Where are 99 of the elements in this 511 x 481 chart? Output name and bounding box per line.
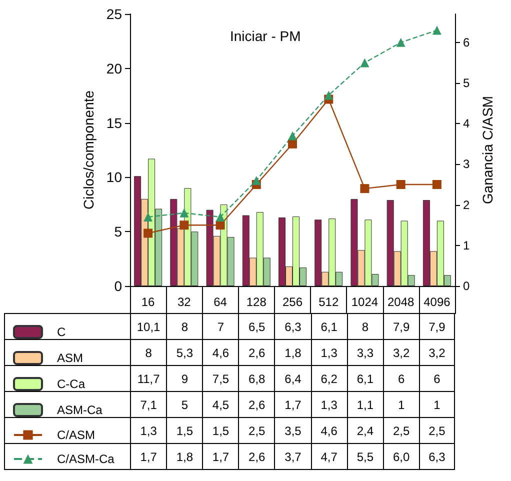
data-label: 6,5: [238, 314, 274, 340]
x-tick-label: 64: [214, 295, 228, 309]
data-label: 3,3: [346, 340, 383, 366]
y-axis-title: Ciclos/componente: [80, 90, 97, 210]
data-label: 1,1: [346, 392, 383, 418]
y-tick-label: 10: [106, 169, 122, 186]
legend-label: C/ASM-Ca: [57, 452, 115, 466]
legend-label: C-Ca: [57, 377, 86, 391]
data-label: 2,5: [238, 418, 274, 444]
data-label: 1,5: [202, 418, 238, 444]
data-label: 4,5: [202, 392, 238, 418]
x-tick-label: 128: [246, 295, 267, 309]
x-tick-label: 32: [177, 295, 192, 309]
data-label: 6: [418, 366, 455, 392]
point: [432, 26, 442, 35]
data-label: 6,4: [274, 366, 311, 392]
point: [144, 212, 153, 222]
data-label: 6,1: [310, 314, 347, 340]
data-label: 6,3: [274, 314, 311, 340]
y-tick-label: 15: [106, 114, 122, 131]
y2-tick-label: 5: [463, 76, 470, 90]
data-label: 6,2: [310, 366, 347, 392]
data-label: 6: [382, 366, 419, 392]
point: [252, 176, 261, 185]
data-label: 2,6: [238, 340, 274, 366]
data-label: 2,6: [238, 444, 274, 470]
point: [432, 180, 442, 190]
point: [396, 180, 406, 190]
data-label: 1,8: [166, 444, 202, 470]
legend-label: ASM-Ca: [57, 403, 103, 417]
point: [324, 90, 334, 100]
x-tick-label: 256: [282, 295, 303, 309]
data-label: 1,7: [130, 444, 166, 470]
data-label: 10,1: [130, 314, 166, 340]
data-label: 11,7: [130, 366, 166, 392]
data-label: 1: [418, 392, 455, 418]
data-label: 4,7: [310, 444, 347, 470]
y-tick-label: 25: [106, 6, 122, 22]
data-label: 6,3: [418, 444, 455, 470]
x-tick-label: 2048: [387, 295, 415, 309]
data-label: 7,9: [418, 314, 455, 340]
x-tick-label: 1024: [351, 295, 378, 309]
data-label: 7,9: [382, 314, 419, 340]
data-label: 7,1: [130, 392, 166, 418]
data-label: 4,6: [310, 418, 347, 444]
y2-tick-label: 0: [463, 279, 470, 293]
data-label: 1,3: [310, 392, 347, 418]
legend-label: C/ASM: [57, 428, 96, 442]
point: [180, 220, 189, 230]
data-label: 2,5: [418, 418, 455, 444]
legend-label: C: [57, 325, 66, 339]
y2-tick-label: 4: [463, 116, 470, 131]
data-label: 1,7: [202, 444, 238, 470]
y-tick-label: 0: [114, 278, 122, 294]
x-tick-label: 512: [318, 295, 339, 309]
x-tick-label: 4096: [424, 295, 451, 309]
data-label: 5: [166, 392, 202, 418]
y-tick-label: 5: [114, 224, 122, 240]
data-label: 3,5: [274, 418, 311, 444]
data-label: 8: [166, 314, 202, 340]
data-label: 5,5: [346, 444, 383, 470]
data-label: 3,7: [274, 444, 311, 470]
data-label: 1,5: [166, 418, 202, 444]
legend-label: ASM: [57, 351, 84, 365]
data-label: 1,8: [274, 340, 311, 366]
y2-tick-label: 1: [463, 238, 470, 252]
data-label: 2,5: [382, 418, 419, 444]
text: Iniciar - PM: [230, 28, 301, 44]
point: [360, 184, 370, 194]
point: [288, 131, 297, 140]
data-label: 8: [346, 314, 383, 340]
data-label: 3,2: [418, 340, 455, 366]
x-tick-label: 16: [141, 295, 156, 309]
data-label: 5,3: [166, 340, 202, 366]
y2-axis-title: Ganancia C/ASM: [480, 96, 496, 204]
y-tick-label: 20: [106, 60, 122, 76]
point: [396, 38, 406, 47]
data-label: 1,3: [130, 418, 166, 444]
data-label: 2,4: [346, 418, 383, 444]
data-label: 9: [166, 366, 202, 392]
y2-tick-label: 2: [463, 198, 470, 212]
data-label: 4,6: [202, 340, 238, 366]
data-label: 8: [130, 340, 166, 366]
data-label: 1: [382, 392, 419, 418]
point: [180, 208, 189, 218]
data-label: 1,7: [274, 392, 311, 418]
y2-tick-label: 6: [463, 35, 470, 50]
data-label: 6,8: [238, 366, 274, 392]
point: [216, 212, 225, 222]
data-label: 3,2: [382, 340, 419, 366]
data-label: 6,1: [346, 366, 383, 392]
y2-tick-label: 3: [463, 157, 470, 172]
data-label: 6,0: [382, 444, 419, 470]
data-label: 1,3: [310, 340, 347, 366]
data-label: 7: [202, 314, 238, 340]
data-label: 2,6: [238, 392, 274, 418]
point: [360, 58, 370, 68]
data-label: 7,5: [202, 366, 238, 392]
point: [144, 228, 153, 238]
